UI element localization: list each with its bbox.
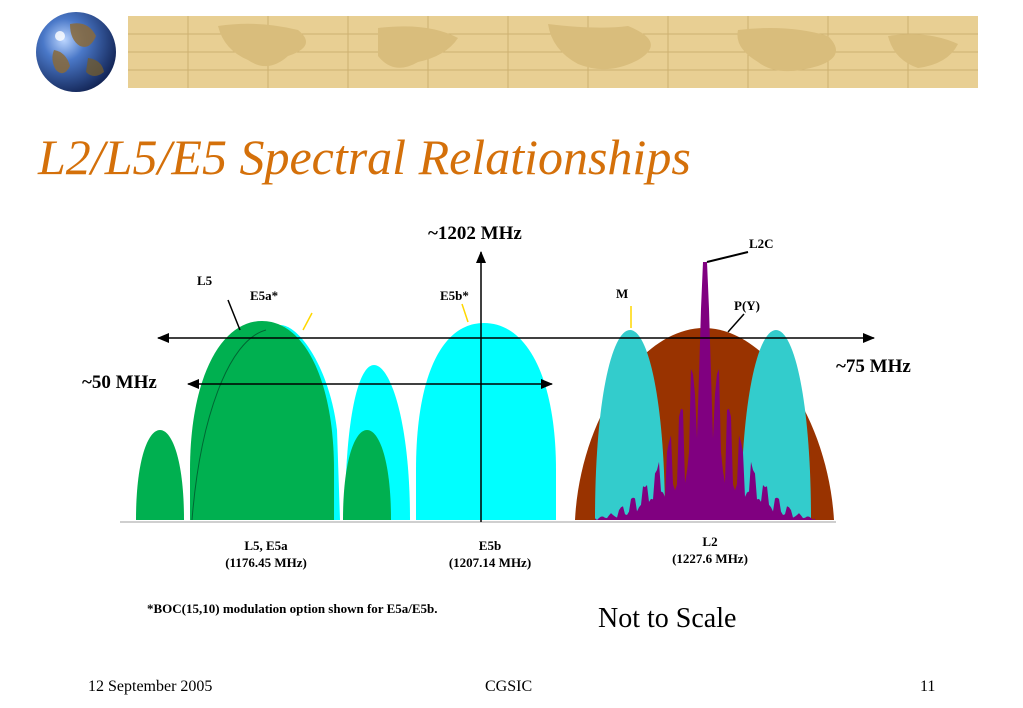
not-to-scale-note: Not to Scale <box>598 603 737 634</box>
l5-signal-label: L5 <box>197 273 213 288</box>
footer-page-number: 11 <box>920 678 936 695</box>
m-code-lobe-right <box>741 330 811 520</box>
l5-e5a-band-frequency: (1176.45 MHz) <box>225 555 307 570</box>
e5b-signal-label: E5b* <box>440 288 469 303</box>
footnote: *BOC(15,10) modulation option shown for … <box>147 601 438 616</box>
l2c-pointer <box>706 251 749 263</box>
m-signal-label: M <box>616 286 629 301</box>
l5-e5a-band-name: L5, E5a <box>244 538 288 553</box>
l5-main-lobe <box>190 321 334 520</box>
l5-side-lobe-right <box>343 430 391 520</box>
l2c-spectrum <box>595 262 815 520</box>
e5b-band-label: E5b (1207.14 MHz) <box>430 537 550 571</box>
e5a-pointer <box>302 312 313 331</box>
m-code-lobe-left <box>595 330 665 520</box>
l2-band-label: L2 (1227.6 MHz) <box>650 533 770 567</box>
l2c-comb-shape <box>595 262 815 520</box>
world-map-decoration <box>128 16 978 88</box>
slide-title: L2/L5/E5 Spectral Relationships <box>38 129 691 185</box>
left-span-label: ~50 MHz <box>82 372 157 393</box>
e5b-lobe <box>416 323 556 520</box>
e5b-band-name: E5b <box>478 538 502 553</box>
center-frequency-label: ~1202 MHz <box>428 223 522 244</box>
header-banner <box>128 16 978 88</box>
l2c-signal-label: L2C <box>749 236 774 251</box>
l5-side-lobe-left <box>136 430 184 520</box>
e5a-signal-label: E5a* <box>250 288 279 303</box>
l5-outline <box>191 329 267 521</box>
l2-band-name: L2 <box>702 534 718 549</box>
right-span-label: ~75 MHz <box>836 356 911 377</box>
footer-center: CGSIC <box>485 678 533 695</box>
l2-band-frequency: (1227.6 MHz) <box>672 551 748 566</box>
globe-logo <box>30 6 122 98</box>
e5b-band-frequency: (1207.14 MHz) <box>448 555 532 570</box>
py-pointer <box>727 313 745 333</box>
footer-date: 12 September 2005 <box>88 678 213 695</box>
l5-e5a-band-label: L5, E5a (1176.45 MHz) <box>206 537 326 571</box>
py-signal-label: P(Y) <box>734 298 760 313</box>
e5b-pointer <box>461 303 469 323</box>
l5-pointer <box>227 299 241 331</box>
